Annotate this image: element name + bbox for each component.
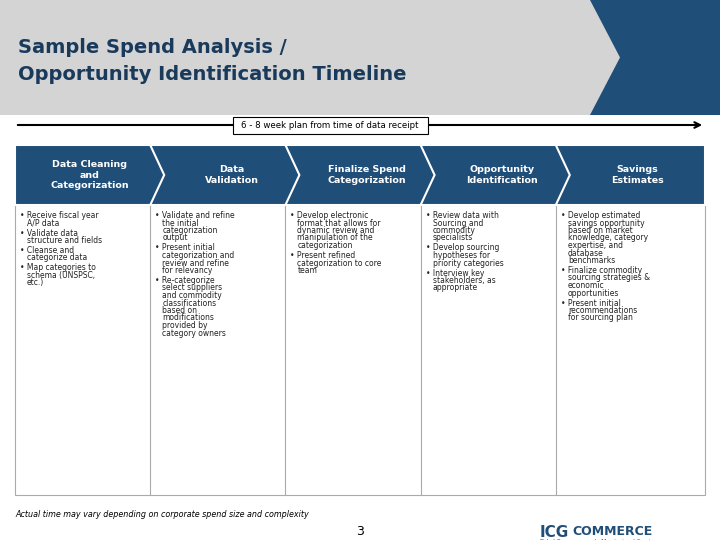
Text: for relevancy: for relevancy	[162, 266, 212, 275]
Text: Opportunity Identification Timeline: Opportunity Identification Timeline	[18, 65, 407, 84]
Polygon shape	[420, 145, 584, 205]
Text: • Develop electronic: • Develop electronic	[290, 211, 369, 220]
Text: COMMERCE: COMMERCE	[572, 525, 652, 538]
Text: categorization and: categorization and	[162, 251, 235, 260]
Polygon shape	[556, 145, 705, 205]
Text: 3: 3	[356, 525, 364, 538]
Text: database: database	[568, 248, 603, 258]
Polygon shape	[150, 145, 313, 205]
Text: output: output	[162, 233, 188, 242]
Text: • Finalize commodity: • Finalize commodity	[561, 266, 642, 275]
Bar	[0, 0, 720, 115]
Text: category owners: category owners	[162, 328, 226, 338]
Polygon shape	[285, 145, 449, 205]
Text: classifications: classifications	[162, 299, 216, 307]
Polygon shape	[15, 145, 179, 205]
Text: • Re-categorize: • Re-categorize	[156, 276, 215, 285]
Text: Savings
Estimates: Savings Estimates	[611, 165, 664, 185]
Text: provided by: provided by	[162, 321, 207, 330]
Text: specialists: specialists	[433, 233, 473, 242]
Text: • Present initial: • Present initial	[561, 299, 621, 307]
Text: economic: economic	[568, 281, 604, 290]
Text: knowledge, category: knowledge, category	[568, 233, 648, 242]
Text: modifications: modifications	[162, 314, 214, 322]
Text: • Interview key: • Interview key	[426, 268, 484, 278]
Text: categorization: categorization	[297, 241, 353, 250]
Polygon shape	[590, 0, 720, 115]
Text: sourcing strategies &: sourcing strategies &	[568, 273, 650, 282]
Text: A/P data: A/P data	[27, 219, 59, 227]
Text: hypotheses for: hypotheses for	[433, 251, 490, 260]
Text: • Develop estimated: • Develop estimated	[561, 211, 640, 220]
Text: • Present refined: • Present refined	[290, 251, 356, 260]
Text: ICG: ICG	[540, 525, 570, 540]
Text: format that allows for: format that allows for	[297, 219, 381, 227]
Text: • Validate and refine: • Validate and refine	[156, 211, 235, 220]
Text: manipulation of the: manipulation of the	[297, 233, 373, 242]
Text: • Map categories to: • Map categories to	[20, 264, 96, 273]
Bar	[710, 0, 720, 115]
Text: stakeholders, as: stakeholders, as	[433, 276, 495, 285]
Text: based on market: based on market	[568, 226, 633, 235]
Text: Opportunity
Identification: Opportunity Identification	[467, 165, 538, 185]
Text: • Cleanse and: • Cleanse and	[20, 246, 74, 255]
Text: based on: based on	[162, 306, 197, 315]
Text: categorization: categorization	[162, 226, 217, 235]
Text: the initial: the initial	[162, 219, 199, 227]
Text: team: team	[297, 266, 318, 275]
Text: categorize data: categorize data	[27, 253, 87, 262]
Text: for sourcing plan: for sourcing plan	[568, 314, 633, 322]
Text: • Develop sourcing: • Develop sourcing	[426, 244, 499, 253]
Bar	[233, 117, 428, 133]
Text: • Receive fiscal year: • Receive fiscal year	[20, 211, 99, 220]
Text: opportunities: opportunities	[568, 288, 619, 298]
Text: Data
Validation: Data Validation	[204, 165, 258, 185]
Text: dynamic review and: dynamic review and	[297, 226, 375, 235]
Text: • Present initial: • Present initial	[156, 244, 215, 253]
Text: 6 - 8 week plan from time of data receipt: 6 - 8 week plan from time of data receip…	[241, 120, 419, 130]
Text: savings opportunity: savings opportunity	[568, 219, 644, 227]
Text: expertise, and: expertise, and	[568, 241, 623, 250]
Text: review and refine: review and refine	[162, 259, 229, 267]
Text: recommendations: recommendations	[568, 306, 637, 315]
Bar	[15, 205, 705, 495]
Text: and commodity: and commodity	[162, 291, 222, 300]
Text: commodity: commodity	[433, 226, 475, 235]
Text: schema (UNSPSC,: schema (UNSPSC,	[27, 271, 95, 280]
Text: Data Cleaning
and
Categorization: Data Cleaning and Categorization	[50, 160, 129, 190]
Text: categorization to core: categorization to core	[297, 259, 382, 267]
Text: structure and fields: structure and fields	[27, 236, 102, 245]
Text: • Validate data: • Validate data	[20, 228, 78, 238]
Text: Sample Spend Analysis /: Sample Spend Analysis /	[18, 38, 287, 57]
Text: priority categories: priority categories	[433, 259, 503, 267]
Text: benchmarks: benchmarks	[568, 256, 615, 265]
Text: etc.): etc.)	[27, 279, 44, 287]
Text: Sourcing and: Sourcing and	[433, 219, 483, 227]
Text: • Review data with: • Review data with	[426, 211, 498, 220]
Text: Finalize Spend
Categorization: Finalize Spend Categorization	[328, 165, 406, 185]
Text: Actual time may vary depending on corporate spend size and complexity: Actual time may vary depending on corpor…	[15, 510, 309, 519]
Text: appropriate: appropriate	[433, 284, 478, 293]
Text: select suppliers: select suppliers	[162, 284, 222, 293]
Text: Total Procurement. Maximized Savings.: Total Procurement. Maximized Savings.	[540, 539, 663, 540]
